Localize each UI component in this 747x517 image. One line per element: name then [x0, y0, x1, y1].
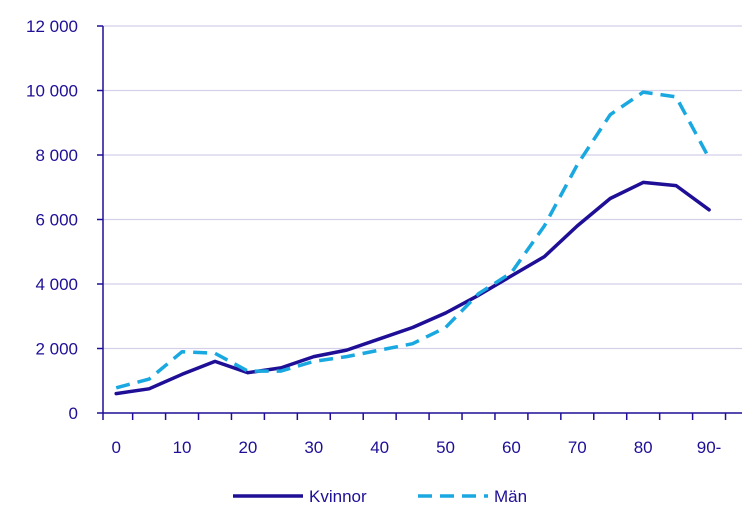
- data-point: [213, 359, 217, 363]
- x-tick-label: 70: [568, 438, 587, 457]
- data-point: [444, 311, 448, 315]
- data-point: [180, 350, 184, 354]
- x-tick-label: 10: [173, 438, 192, 457]
- x-tick-label: 90-: [697, 438, 722, 457]
- y-tick-label: 10 000: [26, 82, 78, 101]
- data-point: [345, 348, 349, 352]
- axes: 0 2 000 4 000 6 000 8 000 10 000 12 000 0 10 20 30…: [26, 17, 742, 457]
- data-point: [378, 337, 382, 341]
- x-tick-label: 60: [502, 438, 521, 457]
- data-point: [608, 197, 612, 201]
- data-point: [312, 355, 316, 359]
- data-point: [411, 326, 415, 330]
- data-point: [147, 377, 151, 381]
- data-point: [641, 90, 645, 94]
- data-point: [279, 369, 283, 373]
- y-tick-label: 2 000: [35, 340, 78, 359]
- data-point: [509, 271, 513, 275]
- data-point: [641, 180, 645, 184]
- series-line-m-n: [115, 90, 711, 390]
- data-point: [114, 392, 118, 396]
- data-point: [180, 372, 184, 376]
- series-line-kvinnor: [114, 180, 711, 396]
- y-tick-label: 4 000: [35, 275, 78, 294]
- data-point: [674, 184, 678, 188]
- y-tick-label: 12 000: [26, 17, 78, 36]
- data-point: [476, 292, 480, 296]
- data-point: [542, 255, 546, 259]
- x-tick-label: 50: [436, 438, 455, 457]
- grid: [103, 25, 742, 350]
- x-tick-label: 20: [238, 438, 257, 457]
- data-point: [542, 224, 546, 228]
- legend: Kvinnor Män: [233, 487, 527, 506]
- data-point: [707, 156, 711, 160]
- data-point: [345, 355, 349, 359]
- y-tick-label: 6 000: [35, 211, 78, 230]
- data-point: [674, 95, 678, 99]
- legend-label: Kvinnor: [309, 487, 367, 506]
- data-point: [575, 224, 579, 228]
- data-point: [312, 359, 316, 363]
- x-tick-label: 80: [634, 438, 653, 457]
- x-tick-label: 40: [370, 438, 389, 457]
- data-point: [707, 208, 711, 212]
- legend-label: Män: [494, 487, 527, 506]
- x-tick-label: 30: [304, 438, 323, 457]
- data-point: [246, 369, 250, 373]
- y-tick-label: 8 000: [35, 146, 78, 165]
- series-lines: [114, 90, 711, 396]
- data-point: [575, 163, 579, 167]
- x-tick-label: 0: [111, 438, 120, 457]
- data-point: [378, 348, 382, 352]
- data-point: [213, 351, 217, 355]
- data-point: [608, 113, 612, 117]
- data-point: [114, 386, 118, 390]
- data-point: [411, 342, 415, 346]
- data-point: [147, 387, 151, 391]
- data-point: [444, 326, 448, 330]
- y-tick-label: 0: [69, 404, 78, 423]
